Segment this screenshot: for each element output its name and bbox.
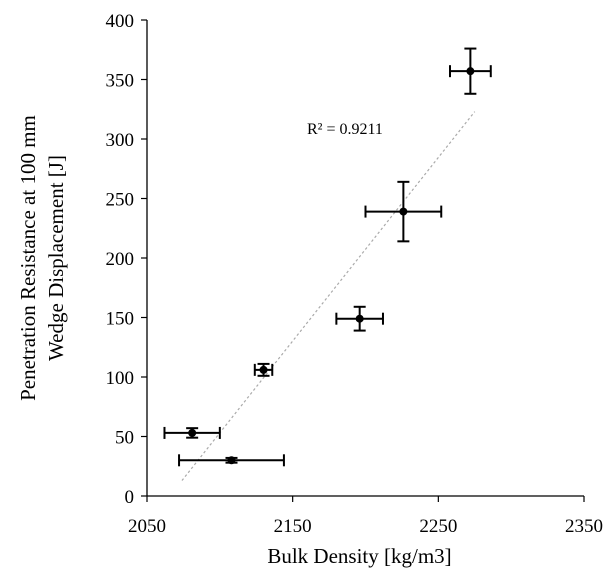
- x-tick-label: 2350: [565, 516, 603, 537]
- x-tick-label: 2250: [419, 516, 457, 537]
- plot-axes: 0 50 100 150 200 250 300 350 400 2050 2150 2250 2350: [106, 11, 604, 537]
- trendline-group: [182, 112, 475, 481]
- y-tick-label: 250: [106, 190, 135, 211]
- data-point-group: [450, 49, 491, 94]
- data-point: [399, 208, 407, 216]
- trendline: [182, 112, 475, 481]
- y-tick-label: 100: [106, 368, 135, 389]
- data-points: [164, 49, 490, 467]
- y-tick-label: 400: [106, 11, 135, 32]
- y-tick-label: 50: [115, 428, 134, 449]
- data-point: [188, 429, 196, 437]
- y-axis-title-line-2: Wedge Displacement [J]: [44, 155, 68, 361]
- y-tick-label: 200: [106, 249, 135, 270]
- data-point: [260, 366, 268, 374]
- data-point: [227, 456, 235, 464]
- data-point-group: [164, 427, 219, 439]
- data-point-group: [366, 182, 442, 242]
- y-tick-label: 300: [106, 130, 135, 151]
- y-tick-label: 0: [125, 487, 135, 508]
- data-point-group: [336, 307, 383, 331]
- y-tick-label: 350: [106, 71, 135, 92]
- data-point: [356, 315, 364, 323]
- y-tick-label: 150: [106, 309, 135, 330]
- x-tick-label: 2050: [128, 516, 166, 537]
- y-axis-title-line-1: Penetration Resistance at 100 mm: [16, 115, 40, 401]
- x-tick-label: 2150: [274, 516, 312, 537]
- data-point-group: [255, 364, 272, 376]
- x-axis-title: Bulk Density [kg/m3]: [267, 544, 451, 568]
- r-squared-annotation: R² = 0.9211: [307, 121, 383, 138]
- data-point: [466, 67, 474, 75]
